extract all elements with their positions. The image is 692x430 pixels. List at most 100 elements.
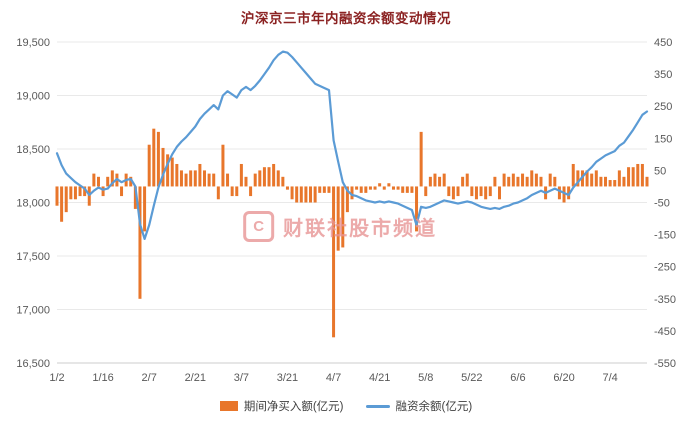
right-axis-tick-label: -150: [654, 230, 676, 242]
net-buy-bar: [110, 170, 114, 187]
chart-title: 沪深京三市年内融资余额变动情况: [241, 11, 451, 26]
left-axis-tick-label: 19,000: [16, 91, 50, 103]
x-axis-tick-label: 5/22: [461, 372, 482, 384]
net-buy-bar: [507, 176, 511, 187]
net-buy-bar: [309, 186, 313, 203]
net-buy-bar: [387, 183, 391, 187]
net-buy-bar: [156, 131, 160, 187]
net-buy-bar: [221, 144, 225, 187]
net-buy-bar: [230, 186, 234, 197]
net-buy-bar: [55, 186, 59, 206]
net-buy-bar: [212, 173, 216, 187]
net-buy-bar: [184, 173, 188, 187]
net-buy-bar: [557, 186, 561, 200]
net-buy-bar: [373, 186, 377, 190]
net-buy-bar: [405, 186, 409, 193]
net-buy-bar: [336, 186, 340, 251]
net-buy-bar: [447, 186, 451, 197]
net-buy-bar: [631, 167, 635, 187]
net-buy-bar: [553, 176, 557, 187]
net-buy-bar: [576, 170, 580, 187]
net-buy-bar: [456, 186, 460, 197]
net-buy-bar: [106, 176, 110, 187]
net-buy-bar: [493, 176, 497, 187]
net-buy-bar: [364, 186, 368, 193]
net-buy-bar: [244, 176, 248, 187]
net-buy-bar: [451, 186, 455, 200]
left-axis-tick-label: 17,000: [16, 305, 50, 317]
net-buy-bar: [617, 170, 621, 187]
net-buy-bar: [92, 173, 96, 187]
net-buy-bar: [170, 157, 174, 187]
net-buy-bar: [484, 186, 488, 200]
right-axis-tick-label: 350: [654, 69, 672, 81]
net-buy-bar: [272, 163, 276, 187]
net-buy-bar: [433, 173, 437, 187]
net-buy-bar: [627, 167, 631, 187]
left-axis-tick-label: 18,500: [16, 144, 50, 156]
net-buy-bar: [350, 186, 354, 200]
net-buy-bar: [138, 186, 142, 299]
net-buy-bar: [239, 163, 243, 187]
net-buy-bar: [585, 170, 589, 187]
net-buy-bar: [479, 186, 483, 197]
balance-line: [55, 50, 649, 240]
net-buy-bar: [613, 180, 617, 187]
net-buy-bar: [189, 170, 193, 187]
net-buy-bar: [327, 186, 331, 193]
net-buy-bar: [410, 186, 414, 193]
net-buy-bar: [608, 180, 612, 187]
net-buy-bar: [318, 186, 322, 193]
net-buy-bar: [207, 173, 211, 187]
net-buy-bar: [502, 173, 506, 187]
legend-item-net-buy: 期间净买入额(亿元): [219, 398, 344, 414]
net-buy-bar: [428, 176, 432, 187]
net-buy-bar: [249, 186, 253, 197]
right-axis-tick-label: -450: [654, 326, 676, 338]
net-buy-bar: [235, 186, 239, 197]
net-buy-bar: [83, 186, 87, 197]
x-axis-tick-label: 3/7: [234, 372, 249, 384]
x-axis-tick-label: 6/20: [553, 372, 574, 384]
net-buy-bar: [290, 186, 294, 200]
net-buy-bar: [548, 173, 552, 187]
net-buy-bar: [258, 170, 262, 187]
net-buy-bar: [129, 176, 133, 187]
net-buy-bar: [640, 163, 644, 187]
net-buy-bar: [368, 186, 372, 190]
right-axis-tick-label: 50: [654, 165, 666, 177]
net-buy-bar: [498, 186, 501, 200]
bar-swatch-icon: [219, 401, 238, 411]
net-buy-bar: [378, 183, 382, 187]
net-buy-bar: [193, 170, 197, 187]
legend-label-balance: 融资余额(亿元): [395, 401, 473, 413]
net-buy-bar: [415, 186, 419, 232]
net-buy-bar: [281, 176, 285, 187]
net-buy-bar: [355, 186, 359, 190]
left-axis-tick-label: 17,500: [16, 251, 50, 263]
net-buy-bar: [341, 186, 345, 248]
right-axis-tick-label: 150: [654, 133, 672, 145]
right-axis-tick-label: -550: [654, 358, 676, 370]
net-buy-bar: [571, 163, 575, 187]
net-buy-bar: [424, 186, 428, 197]
net-buy-bar: [474, 186, 478, 200]
net-buy-bar: [179, 170, 183, 187]
net-buy-bar: [96, 176, 100, 187]
net-buy-bar: [525, 176, 529, 187]
net-buy-bar: [511, 173, 515, 187]
x-axis-tick-label: 5/8: [418, 372, 433, 384]
net-buy-bar: [147, 144, 151, 187]
net-buy-bar: [438, 176, 442, 187]
net-buy-bar: [152, 128, 156, 187]
net-buy-bar: [175, 163, 179, 187]
net-buy-bar: [143, 186, 147, 232]
x-axis-tick-label: 7/4: [602, 372, 617, 384]
net-buy-bar: [120, 186, 124, 197]
net-buy-bar: [64, 186, 68, 213]
net-buy-bar: [262, 167, 266, 187]
net-buy-bar: [60, 186, 64, 222]
x-axis-tick-label: 1/16: [92, 372, 113, 384]
net-buy-bar: [253, 173, 257, 187]
right-axis-tick-label: 250: [654, 101, 672, 113]
